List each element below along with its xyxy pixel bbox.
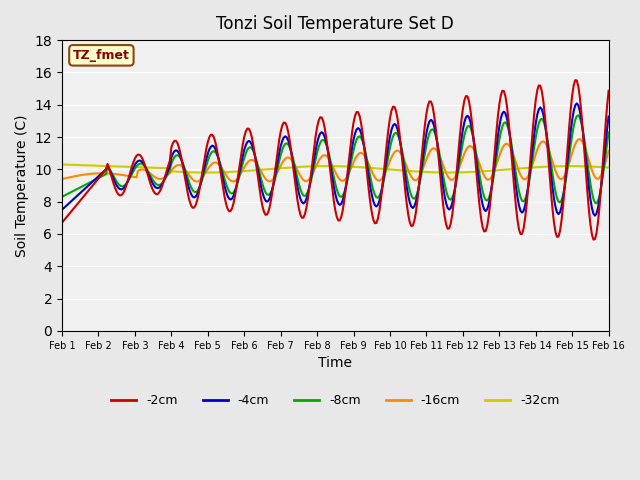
-32cm [160, 165, 168, 171]
-2cm [369, 217, 377, 223]
-4cm [160, 178, 168, 184]
-16cm [160, 175, 168, 181]
-8cm [605, 130, 612, 135]
-4cm [388, 127, 396, 132]
Line: -32cm: -32cm [62, 165, 609, 172]
Line: -4cm: -4cm [62, 103, 609, 216]
Line: -8cm: -8cm [62, 115, 609, 204]
-32cm [605, 165, 612, 170]
-2cm [160, 178, 168, 184]
-2cm [589, 237, 597, 242]
-2cm [74, 201, 81, 207]
-2cm [400, 172, 408, 178]
-2cm [572, 77, 579, 83]
-16cm [540, 139, 547, 144]
-32cm [401, 168, 409, 174]
-8cm [538, 116, 546, 122]
-8cm [369, 187, 377, 193]
-32cm [371, 166, 379, 171]
-8cm [400, 156, 408, 162]
-16cm [389, 152, 397, 157]
-32cm [58, 162, 66, 168]
-4cm [573, 100, 580, 106]
-8cm [388, 138, 396, 144]
Y-axis label: Soil Temperature (C): Soil Temperature (C) [15, 114, 29, 257]
-16cm [193, 179, 201, 184]
-16cm [401, 160, 409, 166]
-8cm [160, 178, 168, 184]
-2cm [58, 220, 66, 226]
Line: -16cm: -16cm [62, 139, 609, 181]
-4cm [74, 193, 81, 199]
-16cm [576, 136, 584, 142]
Line: -2cm: -2cm [62, 80, 609, 240]
-8cm [575, 112, 582, 118]
-4cm [369, 198, 377, 204]
-2cm [538, 88, 546, 94]
-16cm [605, 148, 612, 154]
-4cm [605, 114, 612, 120]
-4cm [400, 163, 408, 168]
-32cm [389, 167, 397, 173]
X-axis label: Time: Time [318, 356, 353, 370]
-32cm [540, 164, 547, 170]
-16cm [74, 173, 81, 179]
-16cm [58, 176, 66, 182]
-2cm [605, 88, 612, 94]
Title: Tonzi Soil Temperature Set D: Tonzi Soil Temperature Set D [216, 15, 454, 33]
-4cm [591, 213, 599, 218]
-8cm [593, 201, 600, 206]
-8cm [74, 186, 81, 192]
-4cm [58, 207, 66, 213]
Text: TZ_fmet: TZ_fmet [73, 49, 130, 62]
Legend: -2cm, -4cm, -8cm, -16cm, -32cm: -2cm, -4cm, -8cm, -16cm, -32cm [106, 389, 564, 412]
-2cm [388, 108, 396, 113]
-16cm [371, 174, 379, 180]
-4cm [538, 107, 546, 112]
-32cm [202, 169, 210, 175]
-8cm [58, 194, 66, 200]
-32cm [74, 162, 81, 168]
